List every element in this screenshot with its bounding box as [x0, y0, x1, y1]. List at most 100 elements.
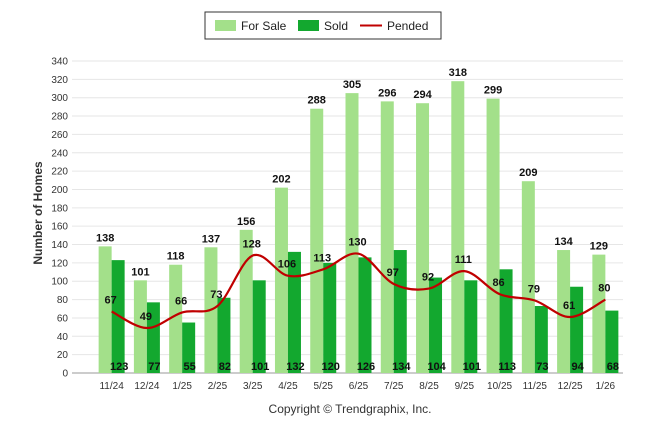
bar-for-sale — [521, 181, 535, 373]
sold-value-label: 73 — [536, 361, 548, 373]
x-tick-label: 11/24 — [99, 381, 124, 392]
bar-sold — [146, 302, 160, 373]
y-tick-label: 100 — [51, 277, 68, 288]
sold-value-label: 101 — [463, 361, 481, 373]
bar-sold — [358, 257, 372, 373]
y-tick-label: 300 — [51, 93, 68, 104]
for-sale-value-label: 138 — [96, 232, 114, 244]
for-sale-value-label: 134 — [554, 236, 573, 248]
for-sale-value-label: 294 — [413, 89, 432, 101]
bar-sold — [605, 310, 619, 373]
bar-sold — [534, 306, 548, 373]
legend: For Sale Sold Pended — [204, 11, 442, 40]
pended-value-label: 86 — [492, 277, 504, 289]
bar-for-sale — [98, 246, 112, 373]
bar-sold — [464, 280, 478, 373]
x-tick-label: 10/25 — [487, 381, 512, 392]
sold-value-label: 77 — [148, 361, 160, 373]
bar-sold — [182, 322, 196, 373]
pended-value-label: 49 — [140, 311, 152, 323]
sold-value-label: 120 — [322, 361, 340, 373]
x-tick-label: 2/25 — [208, 381, 228, 392]
sold-value-label: 68 — [607, 361, 619, 373]
for-sale-value-label: 156 — [237, 216, 255, 228]
sold-value-label: 104 — [427, 361, 446, 373]
bar-sold — [252, 280, 266, 373]
bar-sold — [217, 297, 231, 373]
bar-for-sale — [345, 93, 359, 373]
legend-swatch-for-sale — [215, 20, 236, 31]
x-tick-label: 12/24 — [134, 381, 159, 392]
x-tick-label: 3/25 — [243, 381, 263, 392]
bar-sold — [323, 262, 337, 373]
x-tick-label: 5/25 — [313, 381, 333, 392]
x-axis-ticks: 11/24 12/24 1/25 2/25 3/25 4/25 5/25 6/25 7/25 8/… — [99, 381, 615, 392]
y-tick-label: 120 — [51, 258, 68, 269]
y-tick-label: 280 — [51, 112, 68, 123]
pended-value-label: 73 — [210, 289, 222, 301]
bar-sold — [429, 277, 443, 373]
sold-value-label: 94 — [571, 361, 584, 373]
x-tick-label: 1/26 — [596, 381, 616, 392]
y-axis-ticks: 0 20 40 60 80 100 120 140 160 180 200 220 240 260 280 3… — [51, 57, 68, 380]
sold-value-label: 55 — [184, 361, 196, 373]
for-sale-value-label: 209 — [519, 167, 537, 179]
pended-value-label: 67 — [105, 295, 117, 307]
legend-label-for-sale: For Sale — [241, 19, 287, 33]
y-tick-label: 20 — [57, 350, 69, 361]
x-tick-label: 4/25 — [278, 381, 298, 392]
for-sale-value-label: 137 — [202, 233, 220, 245]
copyright-text: Copyright © Trendgraphix, Inc. — [269, 402, 432, 416]
y-tick-label: 0 — [62, 369, 68, 380]
pended-value-label: 113 — [313, 252, 331, 264]
y-tick-label: 80 — [57, 295, 69, 306]
for-sale-value-label: 129 — [590, 241, 608, 253]
bar-sold — [287, 251, 301, 373]
for-sale-value-label: 288 — [308, 95, 326, 107]
sold-value-label: 126 — [357, 361, 375, 373]
pended-value-label: 66 — [175, 295, 187, 307]
pended-value-label: 79 — [528, 284, 540, 296]
bar-for-sale — [310, 108, 324, 373]
legend-swatch-sold — [298, 20, 319, 31]
bar-for-sale — [169, 264, 183, 373]
sold-value-label: 101 — [251, 361, 269, 373]
pended-value-label: 130 — [348, 237, 366, 249]
pended-value-label: 61 — [563, 300, 575, 312]
y-tick-label: 160 — [51, 222, 68, 233]
x-tick-label: 1/25 — [172, 381, 192, 392]
pended-value-label: 128 — [243, 239, 261, 251]
pended-line — [111, 252, 606, 330]
bars — [98, 81, 619, 374]
x-tick-label: 9/25 — [455, 381, 475, 392]
x-tick-label: 11/25 — [523, 381, 548, 392]
for-sale-value-label: 299 — [484, 85, 502, 97]
pended-line-layer — [111, 252, 606, 330]
for-sale-value-label: 202 — [272, 174, 290, 186]
for-sale-value-label: 101 — [131, 266, 149, 278]
pended-value-label: 80 — [598, 283, 610, 295]
legend-box — [204, 11, 442, 40]
x-tick-label: 7/25 — [384, 381, 404, 392]
bar-for-sale — [380, 101, 394, 374]
sold-value-label: 134 — [392, 361, 411, 373]
bar-for-sale — [486, 98, 500, 373]
x-tick-label: 12/25 — [558, 381, 583, 392]
y-tick-label: 200 — [51, 185, 68, 196]
y-tick-label: 340 — [51, 57, 68, 68]
y-tick-label: 40 — [57, 332, 69, 343]
for-sale-value-label: 318 — [449, 67, 467, 79]
bar-for-sale — [274, 187, 288, 373]
bar-for-sale — [592, 254, 606, 373]
bar-sold — [393, 250, 407, 373]
pended-value-label: 97 — [387, 267, 399, 279]
pended-value-label: 92 — [422, 272, 434, 284]
bar-sold — [570, 286, 584, 373]
sold-value-label: 132 — [286, 361, 304, 373]
y-tick-label: 220 — [51, 167, 68, 178]
sold-value-label: 82 — [219, 361, 231, 373]
bar-for-sale — [451, 81, 465, 373]
sold-value-label: 113 — [498, 361, 516, 373]
y-tick-label: 240 — [51, 148, 68, 159]
